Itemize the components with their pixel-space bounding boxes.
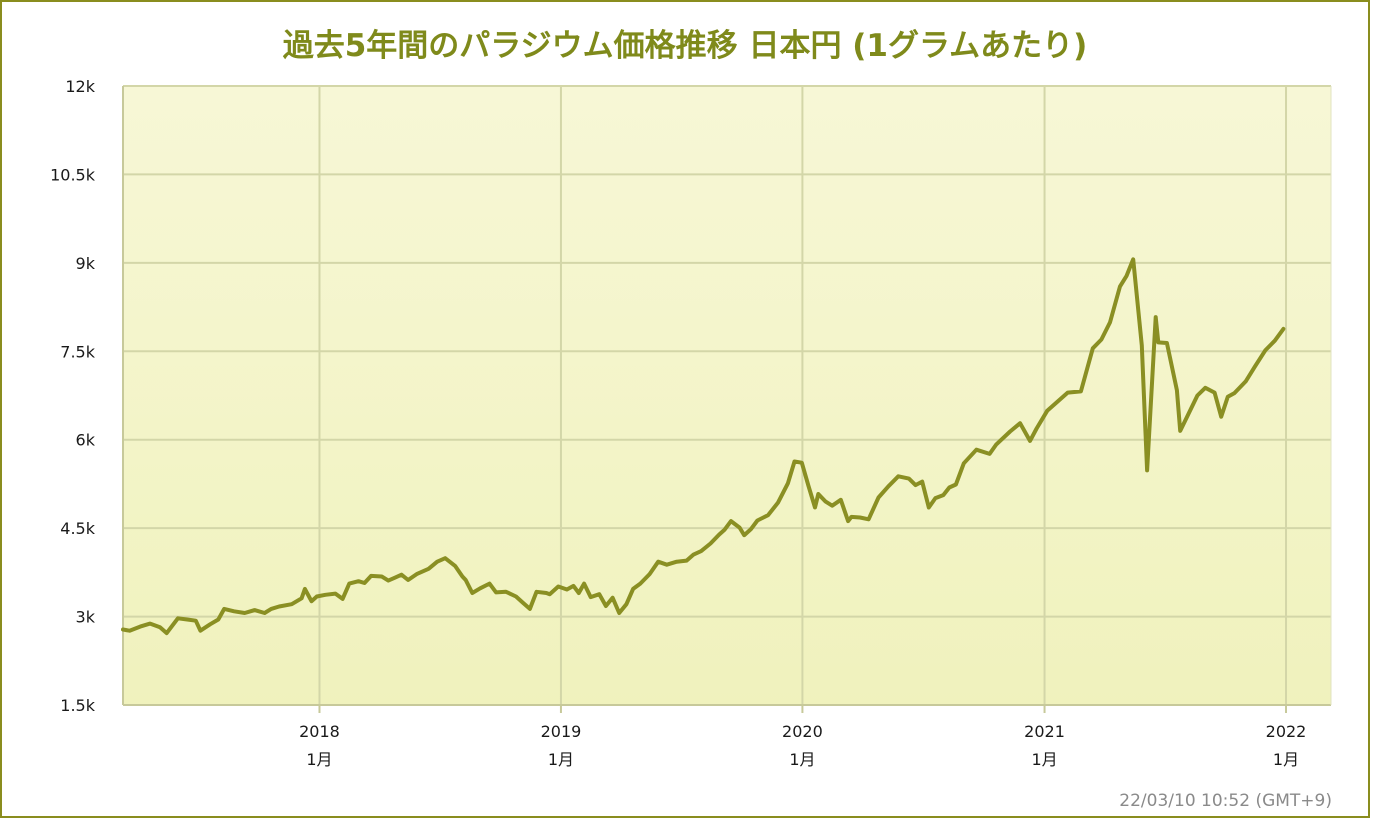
x-tick-year: 2018 xyxy=(299,722,340,741)
x-tick-year: 2021 xyxy=(1024,722,1065,741)
y-tick-label: 4.5k xyxy=(60,519,95,538)
y-tick-label: 6k xyxy=(76,431,96,450)
x-tick-month: 1月 xyxy=(789,750,815,769)
x-tick-month: 1月 xyxy=(1031,750,1057,769)
y-tick-label: 1.5k xyxy=(60,696,95,715)
axes xyxy=(122,86,1332,706)
series xyxy=(121,257,1286,636)
x-tick-year: 2020 xyxy=(782,722,823,741)
y-tick-label: 3k xyxy=(76,608,96,627)
plot-area xyxy=(123,86,1331,705)
tick-labels: 1.5k 3k 4.5k 6k 7.5k 9k 10.5k 12k 2018 1月 2019 1月 20… xyxy=(50,77,1306,769)
x-tick-month: 1月 xyxy=(548,750,574,769)
x-tick-month: 1月 xyxy=(306,750,332,769)
series-line xyxy=(121,257,1286,636)
x-tick-year: 2019 xyxy=(541,722,582,741)
x-tick-year: 2022 xyxy=(1266,722,1307,741)
y-tick-label: 12k xyxy=(65,77,95,96)
y-tick-label: 9k xyxy=(76,254,96,273)
x-tick-month: 1月 xyxy=(1273,750,1299,769)
y-tick-label: 7.5k xyxy=(60,342,95,361)
y-tick-label: 10.5k xyxy=(50,165,96,184)
timestamp: 22/03/10 10:52 (GMT+9) xyxy=(1119,791,1332,811)
chart-title: 過去5年間のパラジウム価格推移 日本円 (1グラムあたり) xyxy=(282,28,1088,64)
